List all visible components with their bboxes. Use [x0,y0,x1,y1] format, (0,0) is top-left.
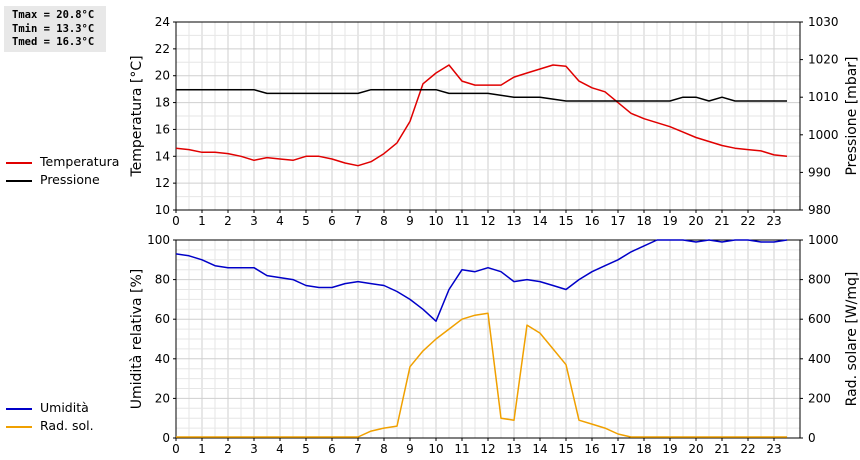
y-axis-label-right: Rad. solare [W/mq] [844,272,860,407]
x-tick-label: 16 [584,214,599,228]
stats-box: Tmax = 20.8°C Tmin = 13.3°C Tmed = 16.3°… [4,6,106,52]
series-line-rad-sol- [176,312,787,438]
x-tick-label: 21 [714,442,729,456]
x-tick-label: 11 [454,214,469,228]
x-tick-label: 2 [224,214,232,228]
tmin-label: Tmin = 13.3°C [12,22,95,35]
legend-label-temperatura: Temperatura [40,154,120,169]
x-tick-label: 13 [506,214,521,228]
x-tick-label: 6 [328,214,336,228]
x-tick-label: 7 [354,214,362,228]
y-tick-label-left: 16 [155,122,170,136]
x-tick-label: 12 [480,214,495,228]
x-tick-label: 3 [250,442,258,456]
y-tick-label-left: 14 [155,149,170,163]
x-tick-label: 15 [558,442,573,456]
x-tick-label: 9 [406,442,414,456]
x-tick-label: 8 [380,442,388,456]
y-tick-label-left: 0 [162,431,170,445]
x-tick-label: 17 [610,442,625,456]
x-tick-label: 18 [636,442,651,456]
y-tick-label-right: 990 [808,165,831,179]
y-tick-label-left: 20 [155,391,170,405]
x-tick-label: 23 [766,442,781,456]
y-tick-label-left: 60 [155,312,170,326]
y-tick-label-right: 980 [808,203,831,217]
x-tick-label: 10 [428,214,443,228]
y-tick-label-left: 22 [155,42,170,56]
tmax-label: Tmax = 20.8°C [12,9,95,21]
y-axis-label-right: Pressione [mbar] [844,56,860,175]
legend-swatch-temperatura [6,162,32,164]
y-axis-label-left: Umidità relativa [%] [129,269,145,410]
y-tick-label-left: 24 [155,15,170,29]
x-tick-label: 7 [354,442,362,456]
x-tick-label: 0 [172,214,180,228]
y-axis-label-left: Temperatura [°C] [129,55,145,177]
y-tick-label-left: 12 [155,176,170,190]
x-tick-label: 18 [636,214,651,228]
x-tick-label: 3 [250,214,258,228]
x-tick-label: 12 [480,442,495,456]
x-tick-label: 8 [380,214,388,228]
y-tick-label-right: 800 [808,273,831,287]
y-tick-label-right: 1010 [808,90,839,104]
y-tick-label-right: 1020 [808,53,839,67]
legend-swatch-umidita [6,408,32,410]
legend-swatch-pressione [6,180,32,182]
tmed-label: Tmed = 16.3°C [12,36,95,48]
y-tick-label-left: 10 [155,203,170,217]
x-tick-label: 4 [276,442,284,456]
x-tick-label: 21 [714,214,729,228]
legend-label-umidita: Umidità [40,400,89,415]
y-tick-label-left: 18 [155,96,170,110]
x-tick-label: 16 [584,442,599,456]
x-tick-label: 2 [224,442,232,456]
legend-swatch-radsol [6,426,32,428]
y-tick-label-left: 100 [147,233,170,247]
x-tick-label: 14 [532,214,547,228]
legend-label-radsol: Rad. sol. [40,418,94,433]
series-line-temperatura [175,64,788,167]
legend-label-pressione: Pressione [40,172,100,187]
x-tick-label: 15 [558,214,573,228]
x-tick-label: 13 [506,442,521,456]
x-tick-label: 10 [428,442,443,456]
y-tick-label-right: 400 [808,352,831,366]
series-line-pressione [176,88,787,102]
x-tick-label: 20 [688,214,703,228]
y-tick-label-right: 1000 [808,233,839,247]
series-line-umidit- [175,239,788,322]
x-tick-label: 19 [662,442,677,456]
y-tick-label-right: 600 [808,312,831,326]
chart-panel-2: 0 1 2 3 4 5 6 7 8 9 10 11 12 13 14 15 16 17 18 19 20 21 22 2302… [129,233,860,456]
x-tick-label: 20 [688,442,703,456]
y-tick-label-left: 20 [155,69,170,83]
x-tick-label: 0 [172,442,180,456]
y-tick-label-right: 200 [808,391,831,405]
x-tick-label: 1 [198,214,206,228]
x-tick-label: 5 [302,214,310,228]
x-tick-label: 23 [766,214,781,228]
x-tick-label: 17 [610,214,625,228]
y-tick-label-right: 0 [808,431,816,445]
x-tick-label: 19 [662,214,677,228]
y-tick-label-left: 40 [155,352,170,366]
x-tick-label: 5 [302,442,310,456]
y-tick-label-left: 80 [155,273,170,287]
y-tick-label-right: 1030 [808,15,839,29]
x-tick-label: 22 [740,442,755,456]
x-tick-label: 22 [740,214,755,228]
x-tick-label: 6 [328,442,336,456]
x-tick-label: 14 [532,442,547,456]
x-tick-label: 11 [454,442,469,456]
x-tick-label: 4 [276,214,284,228]
x-tick-label: 9 [406,214,414,228]
chart-panel-1: 0 1 2 3 4 5 6 7 8 9 10 11 12 13 14 15 16 17 18 19 20 21 22 2310… [129,15,860,228]
x-tick-label: 1 [198,442,206,456]
y-tick-label-right: 1000 [808,128,839,142]
